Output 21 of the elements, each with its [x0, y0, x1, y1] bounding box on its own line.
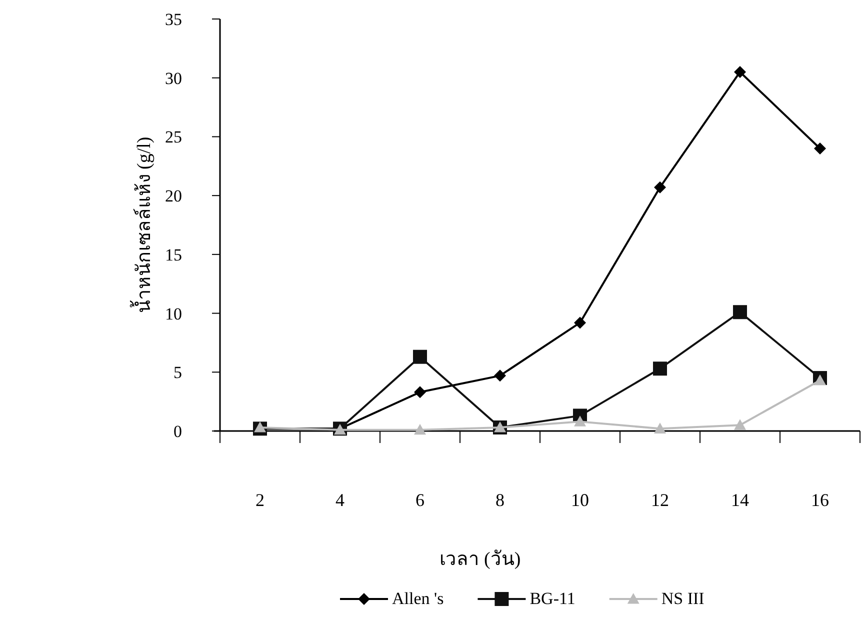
x-tick-label: 4 — [336, 490, 344, 510]
y-tick-label: 15 — [165, 245, 182, 264]
x-axis-title: เวลา (วัน) — [439, 549, 521, 570]
y-tick-label: 20 — [165, 186, 182, 206]
x-tick-label: 8 — [496, 490, 504, 510]
legend-label: BG-11 — [530, 589, 576, 608]
x-tick-label: 6 — [416, 490, 424, 510]
y-tick-label: 30 — [165, 68, 182, 88]
y-tick-label: 0 — [174, 422, 182, 441]
y-tick-label: 25 — [165, 128, 182, 147]
legend-label: Allen 's — [392, 589, 444, 608]
x-tick-label: 10 — [571, 490, 589, 510]
y-tick-label: 10 — [165, 304, 182, 324]
x-tick-label: 14 — [731, 490, 749, 510]
y-tick-label: 5 — [174, 363, 182, 382]
y-tick-label: 35 — [165, 10, 182, 29]
legend-label: NS III — [661, 589, 705, 608]
x-tick-label: 2 — [256, 490, 264, 510]
x-tick-label: 12 — [651, 490, 669, 510]
x-tick-label: 16 — [811, 490, 829, 510]
y-axis-title: น้ำหนักเซลล์แห้ง (g/l) — [130, 136, 155, 314]
